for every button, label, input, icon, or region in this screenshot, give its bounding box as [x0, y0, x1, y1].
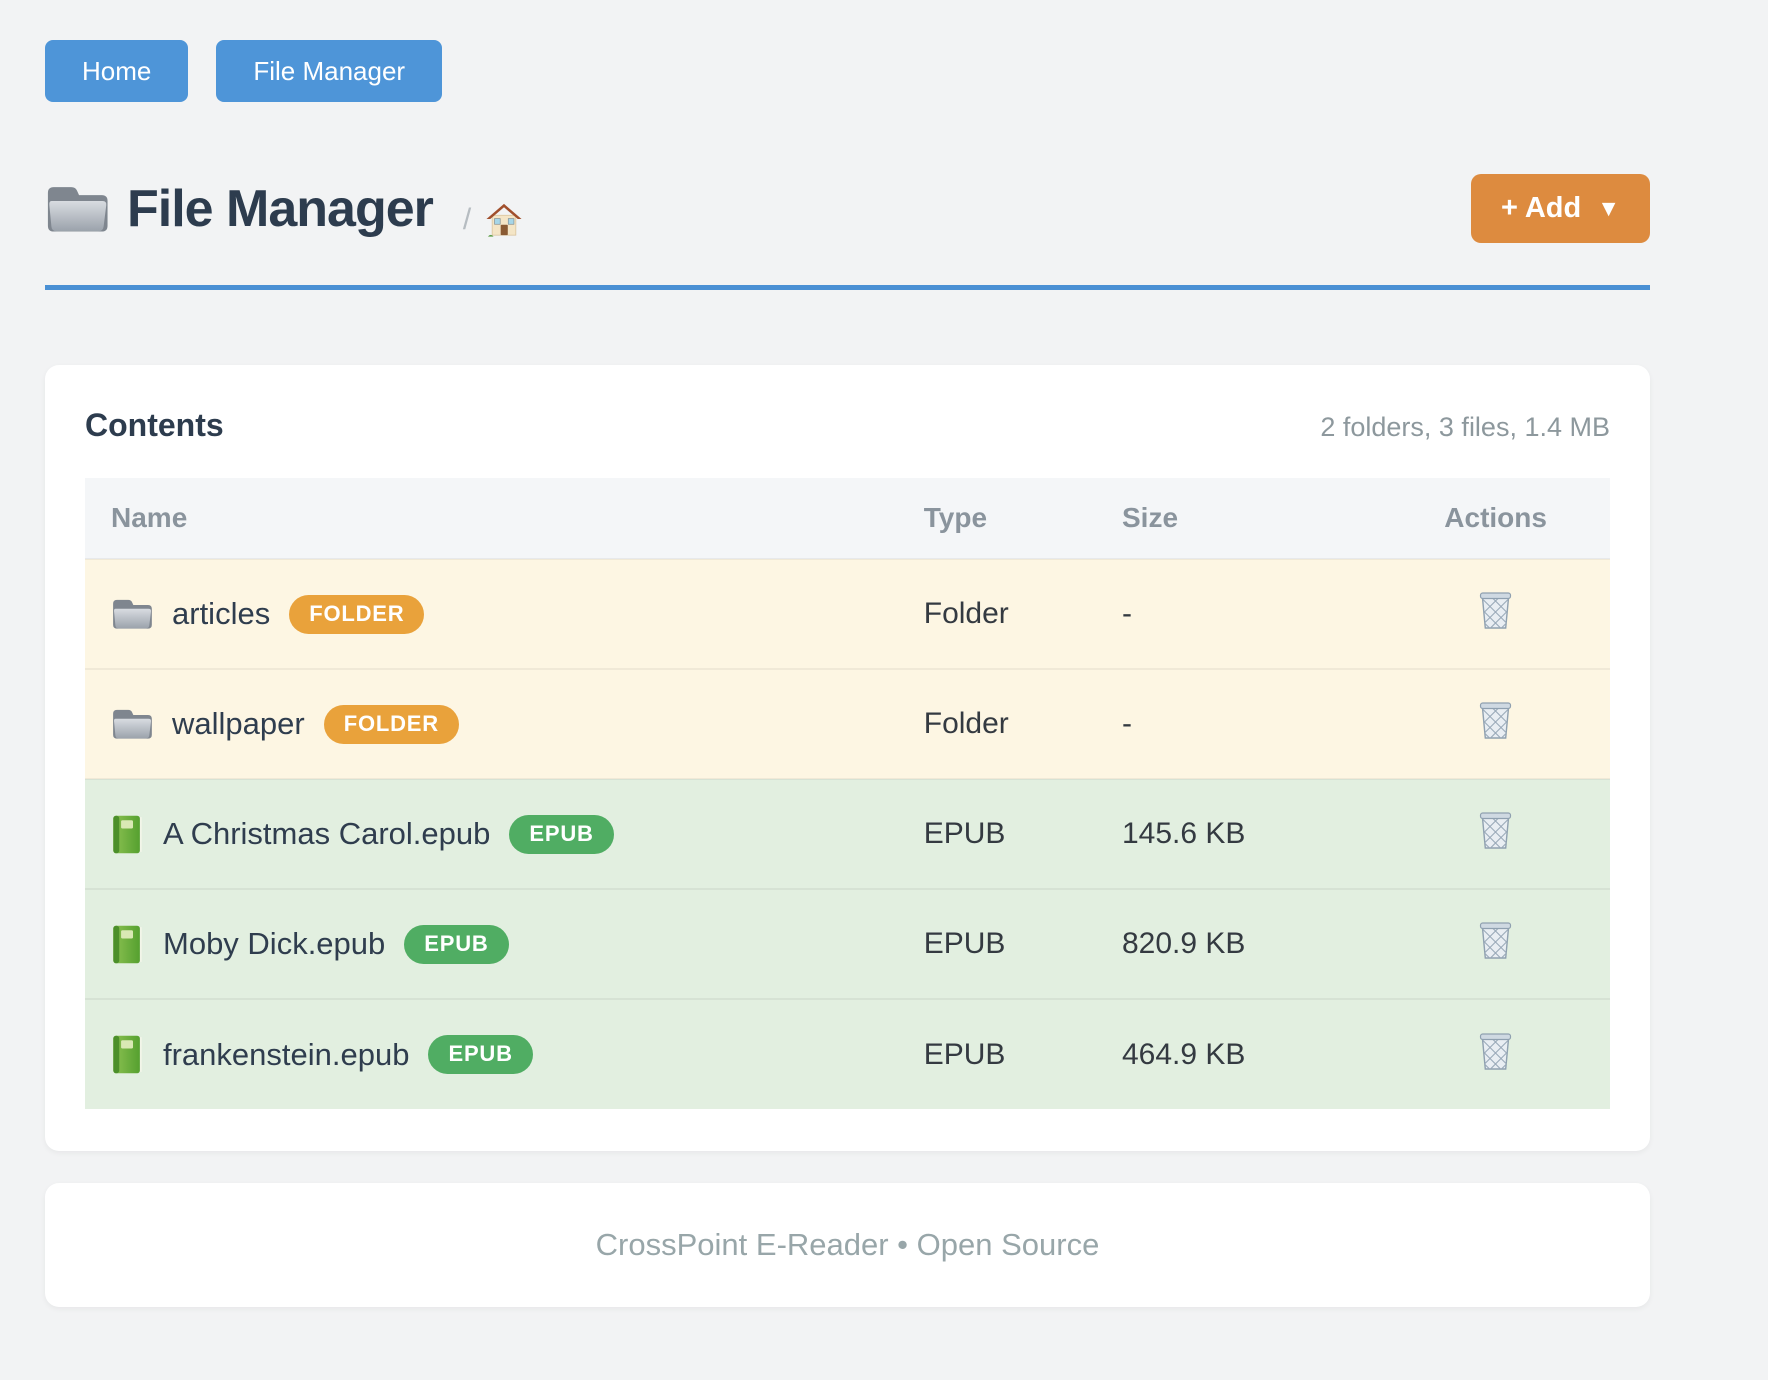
file-name[interactable]: A Christmas Carol.epub	[163, 816, 491, 851]
column-header-type: Type	[923, 478, 1122, 559]
file-name[interactable]: frankenstein.epub	[163, 1036, 410, 1072]
type-badge: FOLDER	[323, 704, 459, 744]
size-cell: -	[1122, 597, 1132, 630]
type-cell: EPUB	[923, 1037, 1006, 1071]
add-button-label: + Add	[1500, 192, 1582, 224]
size-cell: 820.9 KB	[1122, 927, 1246, 960]
wastebasket-icon	[1477, 589, 1514, 631]
size-cell: 145.6 KB	[1122, 817, 1246, 850]
type-cell: EPUB	[923, 927, 1006, 960]
table-row[interactable]: wallpaper FOLDER Folder -	[85, 669, 1610, 779]
wastebasket-icon	[1477, 1030, 1514, 1072]
contents-heading: Contents	[85, 407, 224, 443]
type-cell: EPUB	[923, 817, 1006, 850]
wastebasket-icon	[1477, 699, 1514, 741]
folder-icon	[111, 597, 153, 631]
file-table: Name Type Size Actions articles FOLDER F…	[85, 478, 1610, 1109]
type-badge: EPUB	[428, 1035, 533, 1074]
column-header-size: Size	[1122, 478, 1382, 559]
nav-file-manager-button[interactable]: File Manager	[216, 40, 443, 102]
table-row[interactable]: A Christmas Carol.epub EPUB EPUB 145.6 K…	[85, 779, 1610, 889]
type-cell: Folder	[923, 597, 1009, 630]
folder-name[interactable]: wallpaper	[172, 706, 305, 741]
page: Home File Manager File Manager / + Add ▼…	[45, 0, 1650, 1307]
column-header-actions: Actions	[1381, 478, 1610, 559]
contents-card: Contents 2 folders, 3 files, 1.4 MB Name…	[45, 365, 1650, 1151]
size-cell: -	[1122, 707, 1132, 740]
table-row[interactable]: frankenstein.epub EPUB EPUB 464.9 KB	[85, 999, 1610, 1109]
add-button[interactable]: + Add ▼	[1470, 174, 1650, 243]
delete-button[interactable]	[1477, 699, 1514, 741]
breadcrumb: /	[463, 202, 523, 238]
table-header-row: Name Type Size Actions	[85, 478, 1610, 559]
wastebasket-icon	[1477, 809, 1514, 851]
folder-name[interactable]: articles	[172, 596, 271, 631]
delete-button[interactable]	[1477, 589, 1514, 631]
delete-button[interactable]	[1477, 1030, 1514, 1072]
type-badge: EPUB	[509, 814, 614, 854]
wastebasket-icon	[1477, 919, 1514, 961]
top-nav: Home File Manager	[45, 0, 1650, 102]
type-badge: FOLDER	[289, 594, 425, 634]
footer: CrossPoint E-Reader • Open Source	[45, 1183, 1650, 1307]
folder-icon	[45, 182, 109, 236]
page-title: File Manager	[127, 179, 434, 238]
book-icon	[111, 924, 144, 965]
delete-button[interactable]	[1477, 809, 1514, 851]
table-row[interactable]: Moby Dick.epub EPUB EPUB 820.9 KB	[85, 889, 1610, 999]
contents-summary: 2 folders, 3 files, 1.4 MB	[1320, 412, 1610, 442]
house-icon[interactable]	[485, 202, 523, 238]
breadcrumb-separator: /	[462, 202, 472, 236]
delete-button[interactable]	[1477, 919, 1514, 961]
title-group: File Manager /	[45, 179, 523, 239]
column-header-name: Name	[85, 478, 924, 559]
contents-card-header: Contents 2 folders, 3 files, 1.4 MB	[85, 407, 1610, 444]
nav-home-button[interactable]: Home	[45, 40, 189, 102]
book-icon	[111, 814, 144, 855]
table-row[interactable]: articles FOLDER Folder -	[85, 559, 1610, 669]
folder-icon	[111, 707, 153, 741]
book-icon	[111, 1034, 144, 1075]
chevron-down-icon: ▼	[1597, 195, 1620, 221]
page-header: File Manager / + Add ▼	[45, 174, 1650, 243]
size-cell: 464.9 KB	[1122, 1037, 1246, 1071]
footer-text: CrossPoint E-Reader • Open Source	[595, 1227, 1100, 1262]
accent-rule	[45, 285, 1650, 290]
file-name[interactable]: Moby Dick.epub	[163, 926, 386, 961]
type-badge: EPUB	[404, 924, 509, 964]
type-cell: Folder	[923, 707, 1009, 740]
